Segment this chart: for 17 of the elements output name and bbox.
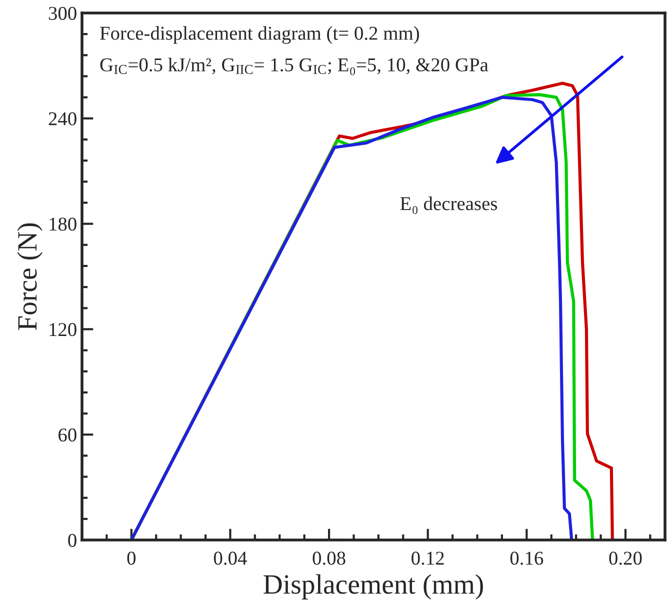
annotation: E₀ decreases [400,196,498,214]
x-tick-label: 0.12 [412,552,444,565]
x-tick-label: 0.08 [312,552,346,565]
x-tick-label: 0.04 [214,552,247,565]
y-tick-label: 300 [48,6,76,20]
x-axis-title: Displacement (mm) [264,574,483,600]
y-tick-label: 120 [50,323,76,336]
x-tick-label: 0.16 [510,552,544,565]
x-tick-label: 0.20 [609,552,642,565]
x-tick-label: 0 [127,552,136,565]
y-tick-label: 180 [50,218,76,231]
y-tick-label: 60 [58,428,76,442]
annotation: G$_{IC}$=0.5 kJ/m², G$_{IIC}$= 1.5 G$_{IC}$; E₀=5, 10, &20 GPa [100,58,488,76]
y-tick-label: 240 [48,112,76,126]
annotation: Force-displacement diagram (t= 0.2 mm) [100,26,419,44]
y-axis-title: Force (N) [17,223,42,330]
y-tick-label: 0 [68,534,76,547]
